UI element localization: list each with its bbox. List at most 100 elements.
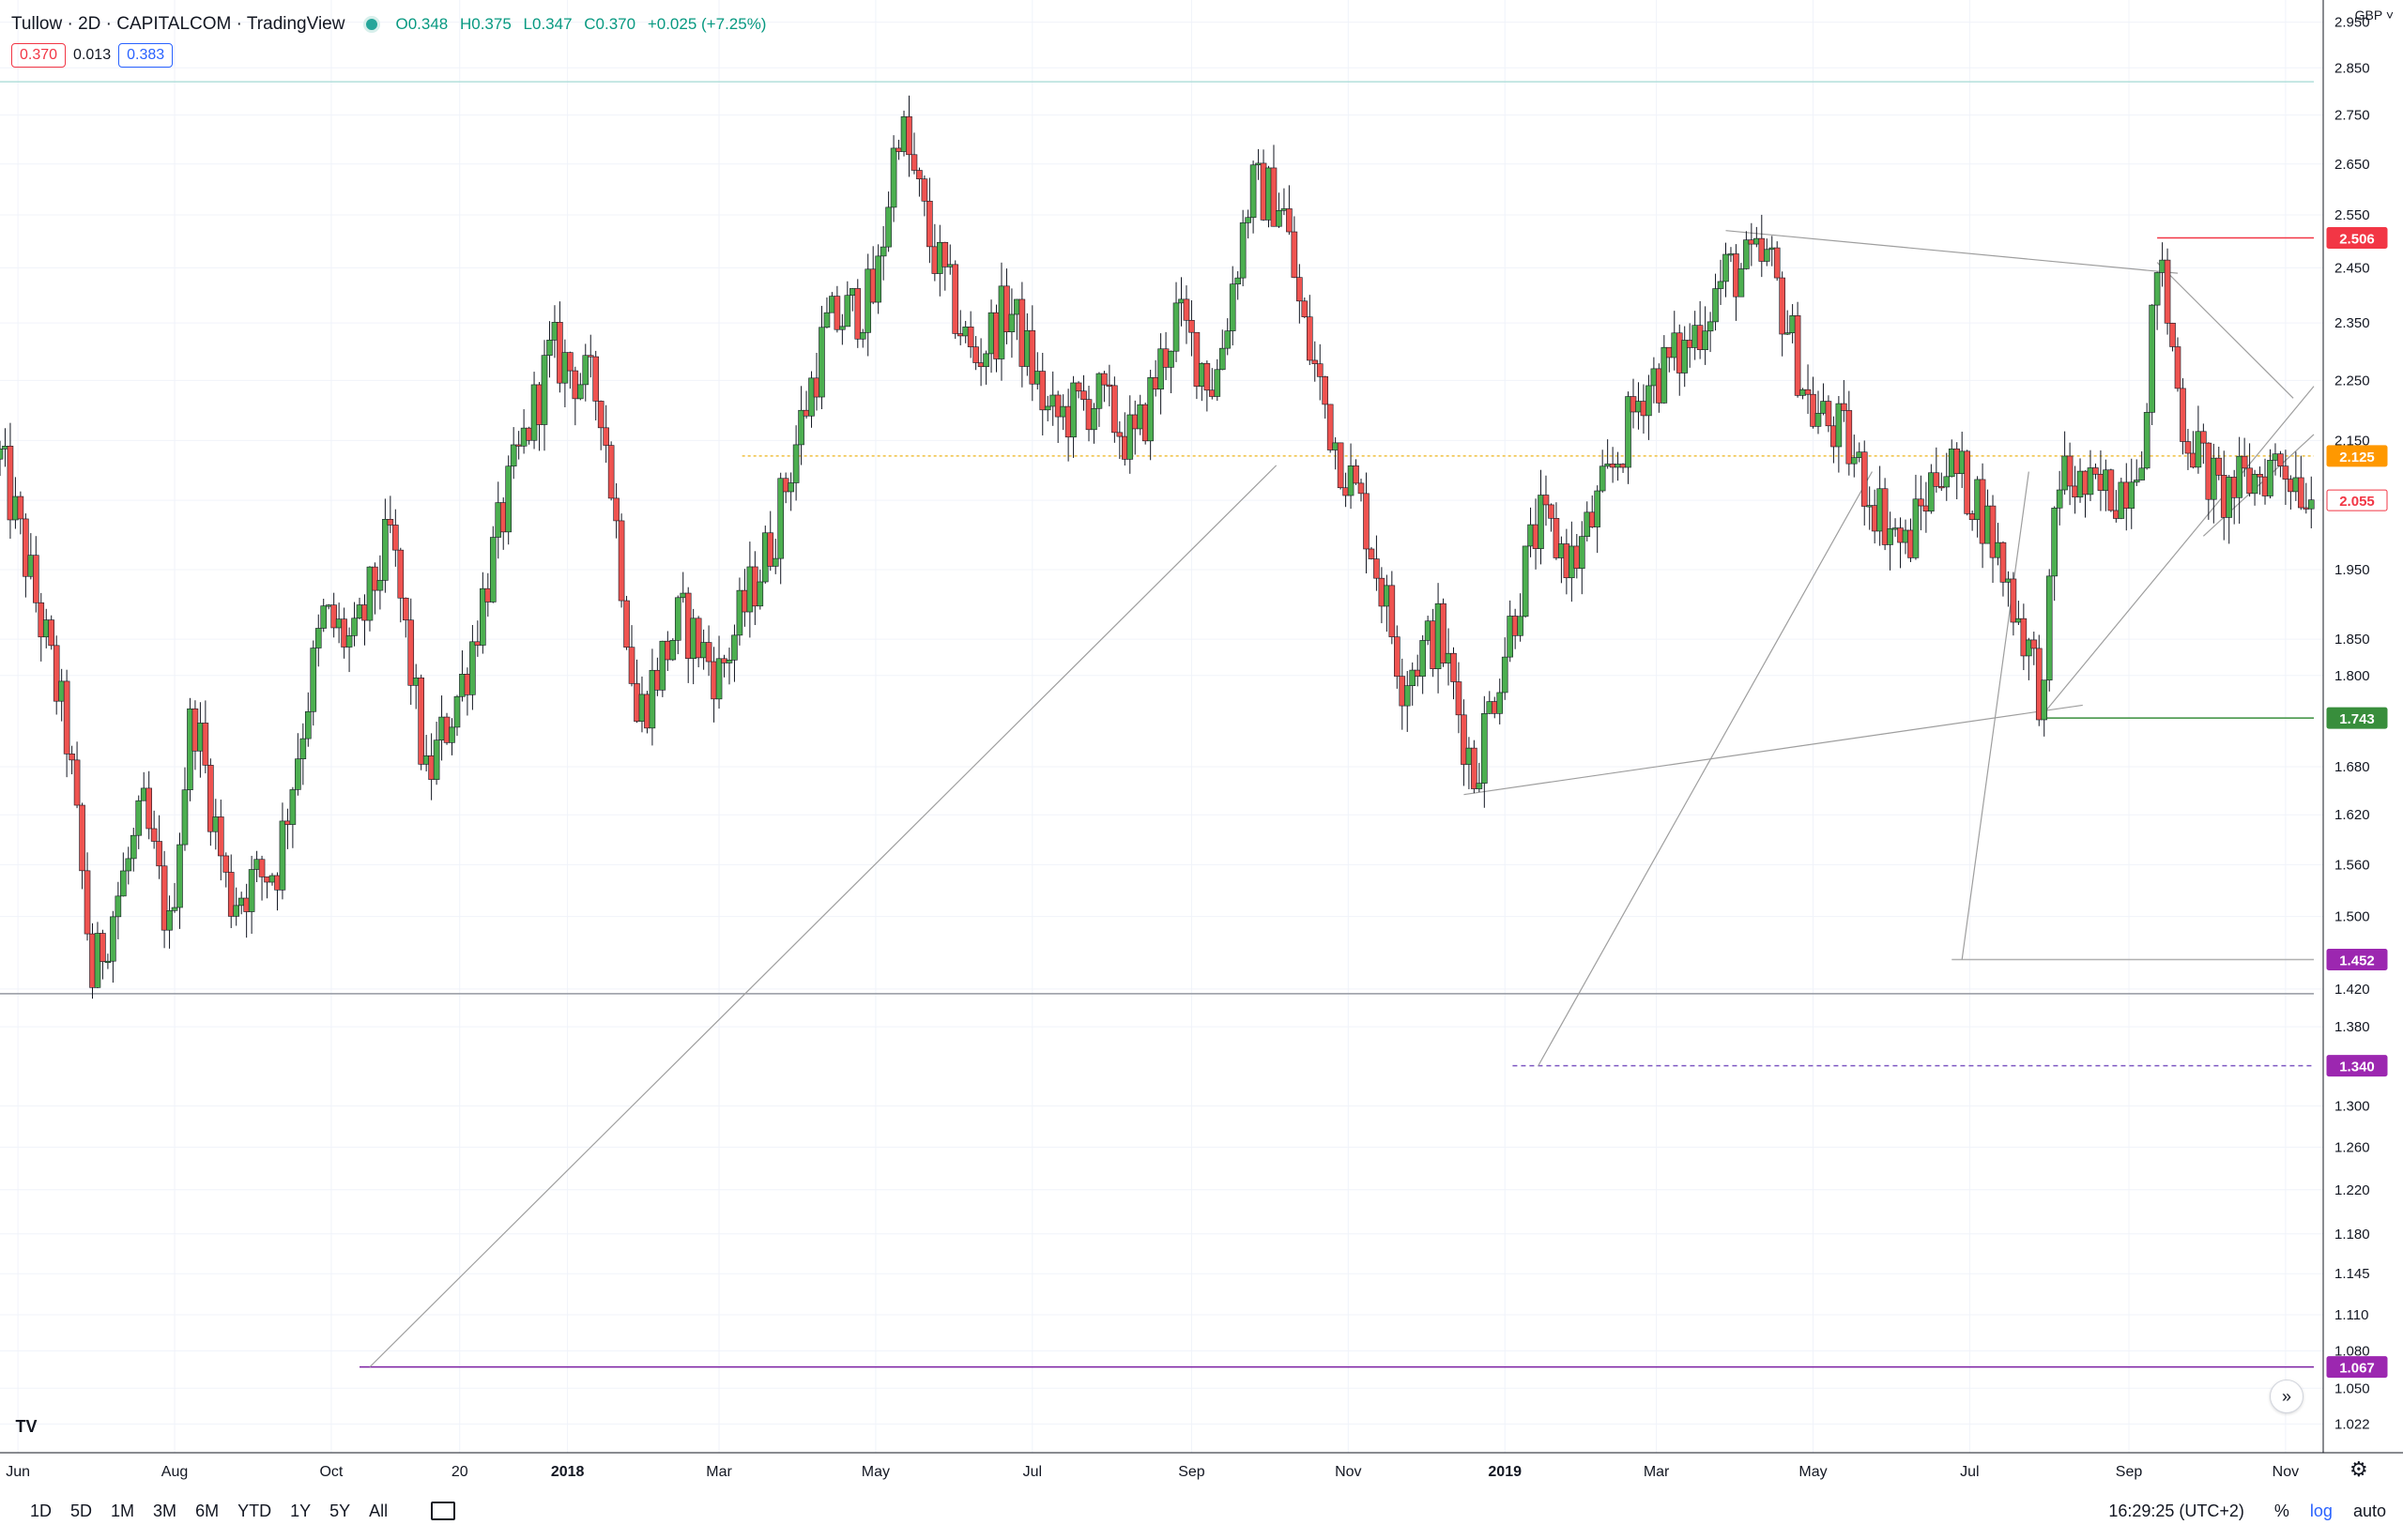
candle-up [859, 332, 866, 340]
candle-down [69, 754, 75, 761]
candle-up [1465, 747, 1473, 765]
timeframe-1m-button[interactable]: 1M [111, 1501, 135, 1520]
candle-up [1249, 164, 1257, 219]
timeframe-5y-button[interactable]: 5Y [329, 1501, 351, 1520]
time-tick-label: 2019 [1488, 1464, 1522, 1480]
candle-up [2056, 489, 2063, 509]
candle-up [1717, 281, 1724, 289]
price-tick-label: 2.550 [2334, 207, 2370, 223]
candle-down [2030, 639, 2038, 649]
candle-up [1789, 315, 1796, 333]
time-tick-label: Nov [2273, 1464, 2299, 1480]
currency-selector[interactable]: GBP ˅ [2355, 8, 2394, 23]
price-tick-label: 1.950 [2334, 562, 2370, 578]
timeframe-3m-button[interactable]: 3M [153, 1501, 177, 1520]
candle-up [505, 465, 512, 533]
auto-scale-toggle[interactable]: auto [2352, 1501, 2386, 1520]
price-tag-box [2326, 489, 2388, 511]
candle-down [1471, 747, 1477, 789]
log-scale-toggle[interactable]: log [2309, 1501, 2333, 1520]
symbol-title[interactable]: Tullow · 2D · CAPITALCOM · TradingView [11, 14, 345, 34]
candle-down [2107, 469, 2115, 511]
candle-down [258, 859, 266, 877]
candle-down [869, 268, 877, 303]
candle-up [2292, 477, 2300, 493]
gear-icon[interactable]: ⚙ [2349, 1457, 2368, 1481]
candle-up [962, 327, 969, 337]
candle-down [597, 401, 605, 429]
candle-up [1887, 528, 1893, 545]
candle-up [314, 628, 322, 648]
candle-up [104, 960, 112, 964]
candle-up [1024, 329, 1031, 367]
candle-down [526, 427, 532, 441]
time-tick-label: Mar [706, 1464, 732, 1480]
candle-up [520, 427, 528, 447]
candle-up [819, 327, 825, 398]
candle-down [721, 658, 727, 663]
candle-up [2026, 639, 2032, 657]
candle-down [79, 804, 85, 872]
candle-up [1049, 394, 1056, 407]
candle-down [613, 497, 620, 522]
candle-down [1758, 237, 1766, 262]
candle-up [1172, 302, 1180, 352]
candle-up [900, 115, 908, 152]
timeframe-1d-button[interactable]: 1D [30, 1501, 53, 1520]
time-tick-label: 2018 [551, 1464, 585, 1480]
timeframe-ytd-button[interactable]: YTD [237, 1501, 272, 1520]
candle-up [1737, 268, 1745, 297]
candle-down [767, 532, 774, 567]
candle-up [233, 905, 239, 917]
candle-up [1661, 346, 1668, 404]
candle-up [1902, 529, 1909, 543]
bid-price[interactable]: 0.370 [11, 43, 67, 68]
timeframe-6m-button[interactable]: 6M [195, 1501, 220, 1520]
timeframe-5d-button[interactable]: 5D [70, 1501, 93, 1520]
candle-up [726, 659, 733, 663]
chart-header: Tullow · 2D · CAPITALCOM · TradingView O… [11, 11, 773, 38]
candle-down [243, 897, 250, 912]
candle-up [320, 605, 328, 629]
candle-down [150, 828, 158, 842]
scroll-to-realtime-icon[interactable]: » [2270, 1380, 2304, 1413]
price-tick-label: 1.260 [2334, 1139, 2370, 1155]
candle-up [582, 355, 589, 386]
candle-down [1018, 298, 1026, 367]
currency-label: GBP [2354, 8, 2382, 23]
date-range-icon[interactable] [431, 1502, 456, 1520]
candle-down [572, 370, 579, 400]
candle-down [53, 645, 60, 702]
tradingview-logo-icon[interactable]: TV [15, 1416, 38, 1436]
timeframe-1y-button[interactable]: 1Y [290, 1501, 312, 1520]
candle-down [931, 246, 939, 274]
candle-up [1403, 685, 1411, 707]
candle-down [1871, 505, 1878, 532]
candle-up [1727, 253, 1735, 256]
timeframe-all-button[interactable]: All [369, 1501, 389, 1520]
candle-up [1995, 541, 2001, 558]
candle-up [1912, 498, 1920, 558]
clock-timezone[interactable]: 16:29:25 (UTC+2) [2108, 1501, 2244, 1520]
ask-price[interactable]: 0.383 [118, 43, 174, 68]
candle-down [418, 677, 424, 765]
candle-down [1918, 498, 1924, 507]
candle-down [156, 841, 162, 867]
price-tick-label: 1.850 [2334, 632, 2370, 648]
candle-down [515, 444, 522, 447]
candle-up [839, 326, 846, 330]
candle-down [1773, 247, 1781, 279]
candle-down [895, 147, 902, 152]
candle-down [2066, 455, 2074, 487]
candle-down [2220, 475, 2227, 518]
candle-down [1203, 362, 1211, 391]
percent-toggle[interactable]: % [2273, 1501, 2289, 1520]
price-tag-label: 1.743 [2339, 711, 2375, 727]
price-tick-label: 1.680 [2334, 759, 2370, 775]
price-tick-label: 1.800 [2334, 668, 2370, 684]
candle-up [356, 604, 363, 619]
price-tick-label: 2.750 [2334, 108, 2370, 124]
candle-up [674, 597, 681, 641]
candle-down [1999, 541, 2007, 583]
